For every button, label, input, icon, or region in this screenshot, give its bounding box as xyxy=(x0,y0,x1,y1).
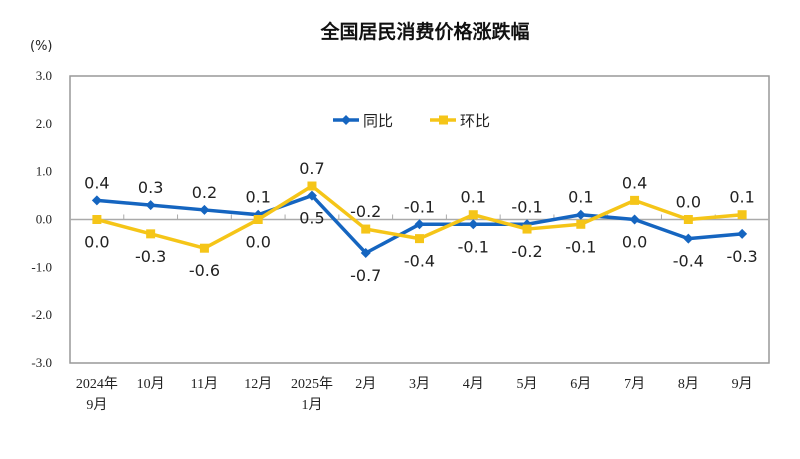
x-tick-label: 3月 xyxy=(409,376,430,392)
data-label: 0.5 xyxy=(299,209,324,228)
x-tick-label: 7月 xyxy=(624,376,645,392)
y-tick-label: -2.0 xyxy=(31,307,52,322)
data-point-marker xyxy=(92,215,102,224)
data-point-marker xyxy=(145,200,156,211)
chart-title: 全国居民消费价格涨跌幅 xyxy=(319,20,529,43)
data-label: -0.6 xyxy=(189,261,220,280)
y-tick-label: 0.0 xyxy=(36,212,52,227)
data-point-marker xyxy=(91,195,102,206)
x-tick-label: 11月 xyxy=(191,376,218,392)
data-label: 0.3 xyxy=(138,178,163,197)
data-point-marker xyxy=(199,204,210,215)
data-label: -0.3 xyxy=(135,247,166,266)
data-point-marker xyxy=(522,224,532,234)
x-tick-label: 9月 xyxy=(732,376,753,392)
data-point-marker xyxy=(307,181,317,191)
data-point-marker xyxy=(468,210,478,220)
data-point-marker xyxy=(199,243,209,253)
x-tick-label: 10月 xyxy=(137,376,165,392)
data-label: 0.0 xyxy=(622,233,647,252)
data-label: 0.4 xyxy=(622,173,647,192)
data-label: -0.4 xyxy=(673,252,704,271)
data-label: -0.1 xyxy=(565,237,596,256)
legend-marker xyxy=(341,115,351,125)
x-tick-label: 4月 xyxy=(463,376,484,392)
legend-marker xyxy=(439,115,448,125)
data-label: -0.3 xyxy=(727,247,758,266)
data-label: 0.1 xyxy=(245,188,270,207)
y-tick-label: -1.0 xyxy=(31,259,52,274)
data-point-marker xyxy=(253,215,263,224)
legend-label: 同比 xyxy=(363,112,393,130)
data-point-marker xyxy=(360,247,371,258)
data-point-marker xyxy=(576,219,586,229)
data-point-marker xyxy=(629,214,640,225)
data-label: 0.1 xyxy=(461,188,486,207)
data-point-marker xyxy=(737,210,747,220)
data-label: 0.2 xyxy=(192,183,217,202)
data-point-marker xyxy=(737,228,748,239)
data-point-marker xyxy=(361,224,371,234)
y-tick-label: -3.0 xyxy=(31,355,52,370)
data-point-marker xyxy=(683,215,693,224)
data-label: 0.1 xyxy=(729,188,754,207)
x-tick-label: 6月 xyxy=(570,376,591,392)
y-tick-label: 3.0 xyxy=(36,68,52,83)
data-label: 0.0 xyxy=(245,233,270,252)
data-label: -0.2 xyxy=(350,202,381,221)
data-label: -0.2 xyxy=(511,242,542,261)
data-label: 0.0 xyxy=(84,233,109,252)
data-label: -0.1 xyxy=(404,197,435,216)
y-tick-label: 1.0 xyxy=(36,164,52,179)
data-point-marker xyxy=(630,195,640,205)
x-tick-label: 2024年 xyxy=(76,376,118,392)
data-label: 0.0 xyxy=(676,193,701,212)
data-label: 0.7 xyxy=(299,159,324,178)
x-tick-label: 2月 xyxy=(355,376,376,392)
data-label: 0.1 xyxy=(568,188,593,207)
x-tick-label: 5月 xyxy=(517,376,538,392)
x-tick-label: 9月 xyxy=(86,397,107,413)
data-label: -0.1 xyxy=(458,237,489,256)
data-point-marker xyxy=(683,233,694,244)
data-point-marker xyxy=(146,229,156,239)
data-label: -0.1 xyxy=(511,197,542,216)
legend-label: 环比 xyxy=(460,112,490,130)
data-point-marker xyxy=(415,234,424,244)
x-tick-label: 1月 xyxy=(301,397,322,413)
data-point-marker xyxy=(575,209,586,220)
y-tick-label: 2.0 xyxy=(36,116,52,131)
data-point-marker xyxy=(306,190,317,201)
data-label: -0.4 xyxy=(404,252,435,271)
data-point-marker xyxy=(468,219,479,230)
data-label: 0.4 xyxy=(84,173,109,192)
x-tick-label: 8月 xyxy=(678,376,699,392)
y-axis-unit: (%) xyxy=(30,39,53,54)
x-tick-label: 2025年 xyxy=(291,376,333,392)
data-label: -0.7 xyxy=(350,266,381,285)
data-point-marker xyxy=(414,219,425,230)
x-tick-label: 12月 xyxy=(244,376,272,392)
